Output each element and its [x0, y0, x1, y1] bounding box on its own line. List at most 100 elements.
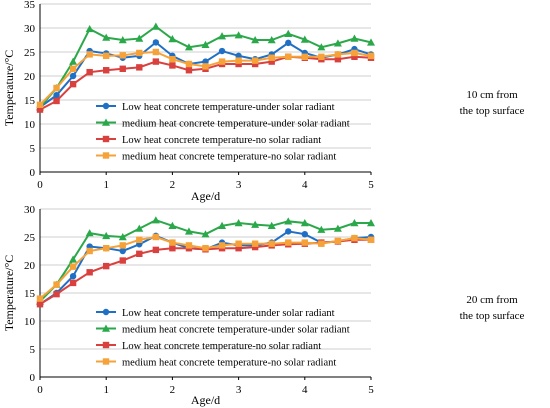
data-point	[103, 262, 110, 270]
data-point	[202, 245, 209, 252]
side-label-line: 10 cm from	[466, 89, 518, 101]
data-point	[119, 242, 126, 249]
y-tick-label: 5	[30, 344, 36, 356]
legend: Low heat concrete temperature-under sola…	[96, 308, 350, 369]
data-point	[317, 43, 326, 51]
data-point	[86, 247, 93, 255]
data-point	[152, 246, 160, 254]
data-point	[234, 219, 243, 227]
side-label-20cm: 20 cm from the top surface	[460, 294, 525, 322]
data-point	[218, 58, 226, 65]
data-point	[36, 106, 44, 113]
data-point	[69, 279, 77, 287]
data-point	[367, 236, 375, 243]
side-label-10cm: 10 cm from the top surface	[460, 89, 525, 117]
data-point	[267, 221, 276, 229]
data-point	[201, 230, 210, 238]
data-point	[151, 216, 160, 224]
data-point	[53, 290, 60, 298]
data-point	[333, 39, 342, 47]
y-tick-label: 0	[30, 167, 36, 179]
data-point	[218, 221, 227, 229]
x-axis-label: Age/d	[191, 393, 220, 407]
data-point	[103, 245, 110, 252]
data-point	[285, 39, 292, 47]
data-point	[251, 60, 259, 68]
data-point	[318, 53, 325, 60]
y-axis-label: Temperature/°C	[2, 50, 16, 127]
data-point	[152, 48, 160, 56]
legend-swatch-marker	[102, 135, 110, 143]
data-point	[102, 231, 111, 240]
data-point	[285, 53, 292, 60]
data-point	[185, 242, 193, 249]
data-point	[350, 34, 359, 42]
data-point	[119, 65, 126, 72]
data-point	[53, 281, 60, 288]
x-tick-label: 3	[236, 179, 242, 191]
data-point	[69, 72, 77, 80]
legend: Low heat concrete temperature-under sola…	[96, 102, 350, 163]
data-point	[185, 60, 193, 68]
y-tick-label: 10	[24, 316, 36, 328]
data-point	[234, 31, 243, 39]
data-point	[251, 36, 260, 44]
data-point	[69, 57, 78, 65]
data-point	[235, 57, 242, 64]
data-point	[367, 219, 375, 227]
legend-label: medium heat concrete temperature-no sola…	[122, 152, 336, 163]
legend-label: medium heat concrete temperature-no sola…	[122, 358, 336, 369]
y-tick-label: 25	[24, 232, 36, 244]
y-tick-label: 15	[24, 95, 36, 107]
data-point	[169, 62, 176, 69]
data-point	[85, 24, 94, 33]
data-point	[351, 49, 358, 57]
x-tick-label: 5	[368, 179, 374, 191]
x-tick-label: 3	[236, 384, 242, 396]
data-point	[268, 54, 275, 61]
data-point	[251, 240, 259, 247]
data-point	[69, 255, 78, 263]
data-point	[301, 231, 308, 238]
data-point	[235, 245, 242, 252]
legend-swatch-marker	[102, 152, 110, 159]
data-point	[251, 57, 259, 64]
y-tick-label: 30	[24, 23, 36, 35]
data-point	[334, 56, 342, 63]
y-tick-label: 20	[24, 260, 36, 272]
data-point	[184, 43, 193, 51]
data-point	[285, 228, 292, 235]
y-tick-label: 20	[24, 71, 36, 83]
y-tick-label: 0	[30, 372, 36, 384]
data-point	[136, 64, 143, 71]
legend-label: Low heat concrete temperature-under sola…	[122, 308, 335, 319]
data-point	[36, 101, 44, 108]
legend-label: Low heat concrete temperature-no solar r…	[122, 341, 321, 352]
y-tick-label: 25	[24, 47, 36, 59]
data-point	[202, 58, 209, 65]
data-point	[118, 233, 127, 241]
y-tick-label: 5	[30, 143, 36, 155]
data-point	[218, 242, 226, 249]
data-point	[36, 295, 44, 302]
data-point	[367, 38, 375, 46]
x-tick-label: 4	[302, 384, 308, 396]
y-tick-label: 30	[24, 204, 36, 216]
legend-swatch-marker	[102, 358, 110, 365]
data-point	[300, 35, 309, 43]
x-tick-label: 5	[368, 384, 374, 396]
side-label-line: 20 cm from	[466, 294, 518, 306]
legend-swatch-marker	[102, 102, 110, 110]
data-point	[202, 63, 209, 70]
data-point	[136, 236, 143, 243]
legend-swatch-marker	[102, 308, 110, 316]
chart-20cm: 0 5 10 15 20 25 30 0 1 2 3 4 5 Age/d Temperature/°C Low…	[2, 204, 375, 407]
data-point	[301, 239, 308, 246]
data-point	[367, 52, 375, 60]
data-point	[185, 67, 193, 74]
data-point	[285, 239, 292, 246]
data-point	[350, 219, 359, 227]
data-point	[169, 245, 176, 252]
data-point	[284, 217, 293, 225]
data-point	[184, 227, 193, 235]
